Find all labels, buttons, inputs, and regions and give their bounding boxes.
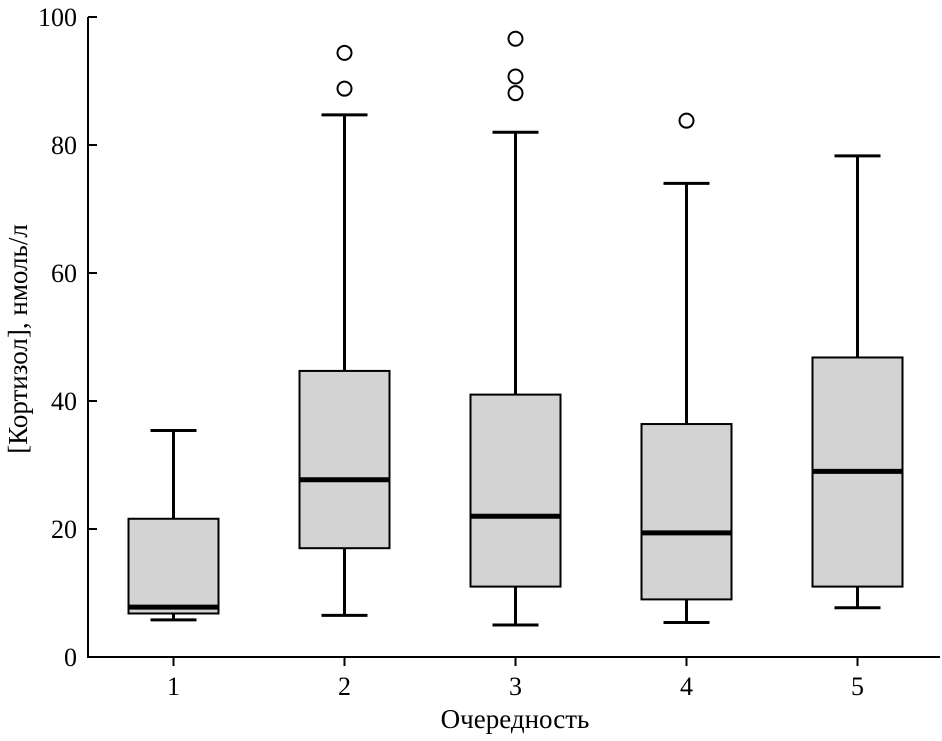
iqr-box [298,369,391,550]
iqr-box [640,423,733,601]
boxes-layer [127,30,904,627]
y-tick-label: 100 [38,3,77,32]
x-tick-label: 4 [680,672,693,701]
box-group-4 [640,112,733,624]
outlier-point [336,44,353,61]
y-ticks: 0 20 40 60 80 100 [38,3,97,672]
y-tick-label: 20 [51,515,77,544]
x-tick-label: 3 [509,672,522,701]
box-group-1 [127,428,220,622]
y-tick-label: 80 [51,131,77,160]
x-tick-label: 5 [851,672,864,701]
iqr-box [469,393,562,588]
x-axis-title: Очередность [441,704,590,734]
x-tick-label: 1 [167,672,180,701]
box-group-5 [811,154,904,610]
y-tick-label: 60 [51,259,77,288]
outlier-point [507,30,524,47]
outlier-point [507,68,524,85]
iqr-box [127,517,220,615]
box-group-2 [298,44,391,617]
y-tick-label: 40 [51,387,77,416]
x-tick-label: 2 [338,672,351,701]
y-tick-label: 0 [64,643,77,672]
axes-layer [87,17,940,658]
x-ticks: 1 2 3 4 5 [167,657,864,701]
outlier-point [336,80,353,97]
outlier-point [678,112,695,129]
box-group-3 [469,30,562,627]
y-axis-title: [Кортизол], нмоль/л [3,224,33,454]
outlier-point [507,85,524,102]
